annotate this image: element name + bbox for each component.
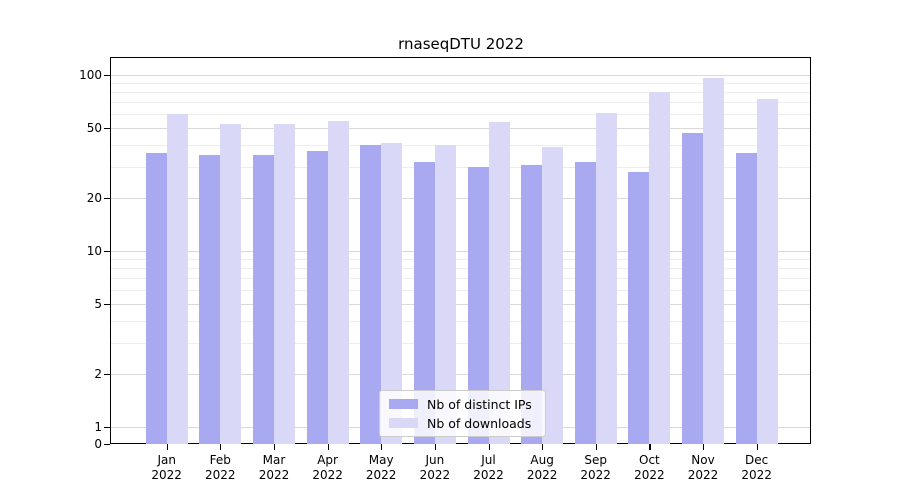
y-tick-mark-5 (104, 304, 110, 306)
bar-downloads-apr (327, 120, 349, 444)
x-tick-label-may: May 2022 (365, 453, 397, 482)
x-tick-label-mar: Mar 2022 (258, 453, 290, 482)
x-tick-mark-aug (542, 444, 544, 450)
bar-distinct-ips-jun (413, 162, 435, 444)
gridline-minor-40 (111, 145, 810, 146)
legend-item-downloads: Nb of downloads (389, 416, 545, 431)
bar-distinct-ips-jan (145, 153, 167, 444)
x-tick-label-jul: Jul 2022 (473, 453, 504, 482)
bar-distinct-ips-sep (574, 162, 596, 444)
y-tick-mark-10 (104, 251, 110, 253)
legend-swatch-downloads (389, 418, 418, 428)
y-tick-label-20: 20 (86, 191, 102, 206)
x-tick-label-sep: Sep 2022 (580, 453, 611, 482)
y-tick-label-5: 5 (94, 296, 102, 311)
bar-downloads-feb (220, 123, 242, 444)
bar-downloads-nov (703, 78, 724, 444)
gridline-major-20 (111, 198, 810, 199)
bar-downloads-oct (649, 92, 671, 444)
bar-downloads-mar (274, 123, 295, 444)
bar-downloads-jan (166, 114, 188, 444)
y-tick-mark-20 (104, 198, 110, 200)
chart-title: rnaseqDTU 2022 (398, 35, 524, 53)
legend-item-distinct-ips: Nb of distinct IPs (389, 397, 545, 412)
legend-label-distinct-ips: Nb of distinct IPs (427, 396, 532, 412)
x-tick-label-apr: Apr 2022 (312, 453, 343, 482)
y-tick-label-2: 2 (94, 367, 102, 382)
y-tick-label-1: 1 (94, 420, 102, 434)
bar-distinct-ips-oct (628, 172, 650, 444)
bar-distinct-ips-dec (735, 153, 757, 444)
x-tick-mark-nov (703, 444, 705, 450)
y-tick-label-10: 10 (86, 244, 102, 258)
gridline-minor-3 (111, 343, 810, 344)
gridline-minor-4 (111, 321, 810, 322)
bar-distinct-ips-apr (306, 151, 328, 444)
x-tick-label-jan: Jan 2022 (151, 453, 182, 482)
y-tick-mark-2 (104, 374, 110, 376)
x-tick-mark-feb (220, 444, 222, 450)
y-tick-mark-0 (104, 444, 110, 446)
gridline-minor-9 (111, 259, 810, 261)
gridline-minor-7 (111, 278, 810, 280)
bar-downloads-dec (756, 99, 778, 444)
gridline-major-10 (111, 251, 810, 252)
bar-downloads-aug (542, 147, 564, 444)
gridline-minor-6 (111, 290, 810, 291)
legend-swatch-distinct-ips (389, 399, 418, 409)
x-tick-label-dec: Dec 2022 (741, 453, 772, 482)
x-tick-label-nov: Nov 2022 (687, 453, 719, 482)
gridline-major-100 (111, 75, 810, 76)
gridline-minor-60 (111, 114, 810, 115)
x-tick-mark-mar (274, 444, 276, 450)
legend-label-downloads: Nb of downloads (427, 415, 532, 431)
bar-downloads-may (381, 143, 403, 444)
gridline-major-2 (111, 374, 810, 375)
y-tick-mark-50 (104, 128, 110, 130)
gridline-minor-80 (111, 92, 810, 94)
bar-distinct-ips-feb (199, 155, 221, 444)
x-tick-mark-dec (756, 444, 758, 450)
bar-distinct-ips-may (360, 145, 382, 444)
y-tick-label-0: 0 (94, 437, 102, 451)
bar-downloads-jun (434, 145, 456, 444)
gridline-minor-30 (111, 167, 810, 168)
gridline-major-5 (111, 304, 810, 305)
gridline-minor-8 (111, 268, 810, 270)
gridline-minor-90 (111, 83, 810, 85)
x-tick-mark-may (381, 444, 383, 450)
x-tick-mark-oct (649, 444, 651, 450)
y-tick-label-50: 50 (86, 120, 102, 135)
x-tick-mark-jan (166, 444, 168, 450)
x-tick-label-aug: Aug 2022 (526, 453, 558, 482)
bar-distinct-ips-nov (682, 132, 703, 444)
gridline-minor-70 (111, 102, 810, 104)
x-tick-mark-jul (488, 444, 490, 450)
y-tick-mark-1 (104, 427, 110, 429)
bar-distinct-ips-jul (467, 167, 489, 444)
bar-distinct-ips-aug (521, 164, 543, 444)
x-tick-mark-jun (434, 444, 437, 450)
y-tick-label-100: 100 (79, 68, 102, 82)
gridline-major-50 (111, 128, 810, 129)
x-tick-mark-sep (595, 444, 597, 450)
legend: Nb of distinct IPs Nb of downloads (379, 390, 546, 437)
y-tick-mark-100 (104, 75, 110, 77)
bar-downloads-sep (595, 112, 617, 444)
bar-downloads-jul (488, 122, 510, 444)
bar-distinct-ips-mar (253, 155, 274, 444)
x-tick-label-jun: Jun 2022 (419, 453, 451, 482)
x-tick-label-oct: Oct 2022 (634, 453, 665, 482)
x-tick-label-feb: Feb 2022 (205, 453, 236, 482)
x-tick-mark-apr (327, 444, 329, 450)
